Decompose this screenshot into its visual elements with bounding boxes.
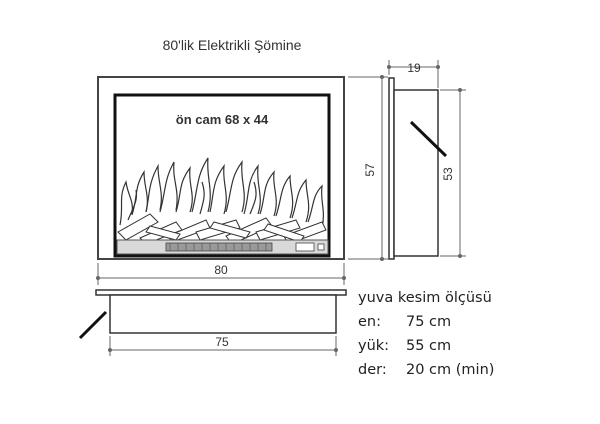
diagram-title: 80'lik Elektrikli Şömine [163,37,302,53]
spec-row-en: en: 75 cm [358,314,451,330]
logs-illustration [117,213,327,245]
side-height-dimension [440,88,466,258]
side-view [388,77,448,260]
top-view [78,289,347,340]
side-height-label: 53 [441,167,455,181]
side-depth-label: 19 [407,61,421,75]
power-button [317,243,325,251]
front-height-label: 57 [363,163,377,177]
top-bracket [78,310,108,340]
heater-grille [165,242,273,252]
spec-value: 55 cm [406,338,452,354]
spec-label: yük: [358,338,390,354]
spec-value: 75 cm [406,314,452,330]
spec-label: der: [358,362,387,378]
top-body [109,294,337,334]
front-view: ön cam 68 x 44 [97,76,345,260]
spec-value: 20 cm (min) [406,362,495,378]
front-width-label: 80 [214,263,228,277]
grille-lines [169,243,267,251]
display-panel [295,242,315,252]
glass-size-label: ön cam 68 x 44 [176,112,269,127]
spec-label: en: [358,314,381,330]
side-depth-dimension [387,60,440,88]
front-height-dimension [348,75,388,261]
front-width-dimension [96,263,346,285]
side-bracket [409,120,448,158]
cutout-width-dimension [108,336,338,356]
spec-row-der: der: 20 cm (min) [358,362,494,378]
flames-illustration [119,157,325,229]
specs-heading: yuva kesim ölçüsü [358,290,492,306]
cutout-width-label: 75 [215,335,229,349]
side-body [393,89,439,257]
spec-row-yuk: yük: 55 cm [358,338,451,354]
